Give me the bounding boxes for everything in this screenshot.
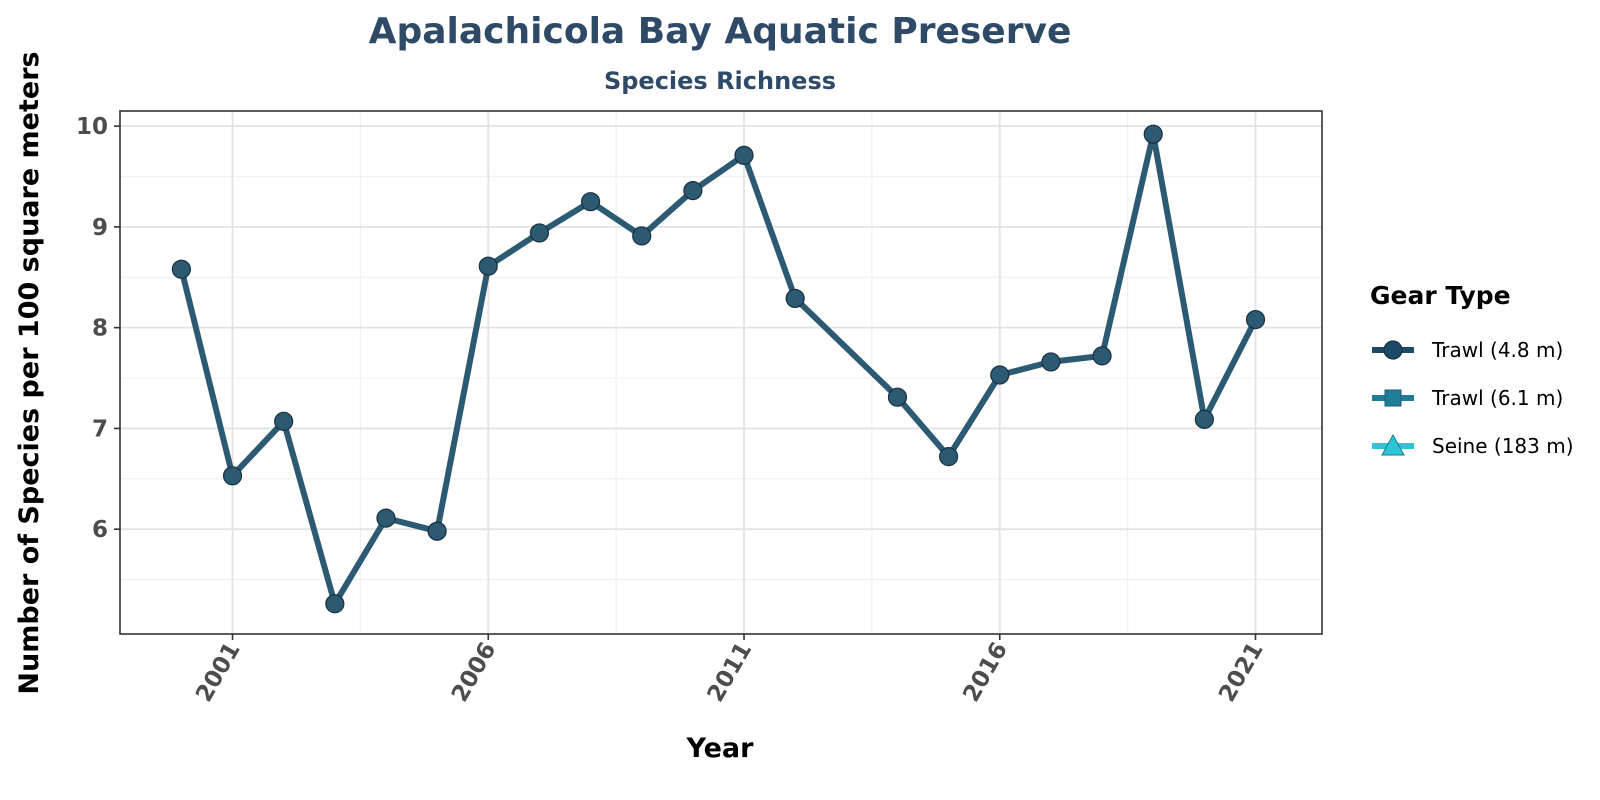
x-tick-label: 2006 [447,638,502,706]
data-point [1194,409,1214,429]
data-point [1143,124,1163,144]
data-point [529,223,550,243]
data-point [1092,346,1112,366]
data-point [274,411,294,431]
data-point [478,256,498,276]
data-point [632,226,652,246]
panel-border [119,110,1323,635]
data-point [222,466,243,486]
data-point [939,447,959,467]
y-tick-label: 6 [92,517,108,543]
data-point [427,521,447,541]
plot-area: 6 7 8 9 10 2001 2006 2011 2016 2021 [76,110,1323,706]
legend-label: Trawl (4.8 m) [1431,338,1563,362]
data-point [990,365,1010,385]
legend-key-triangle-marker [1381,433,1405,456]
y-axis-title: Number of Species per 100 square meters [14,51,45,694]
data-point [734,145,754,165]
data-point [325,594,345,614]
data-point [683,181,703,201]
x-tick-label: 2021 [1214,638,1269,706]
y-tick-label: 8 [92,316,108,342]
y-tick-label: 10 [76,114,108,140]
data-point [376,508,396,528]
data-point [785,288,805,309]
legend-label: Seine (183 m) [1432,434,1574,458]
legend-label: Trawl (6.1 m) [1431,386,1563,410]
chart-title: Apalachicola Bay Aquatic Preserve [369,11,1072,52]
y-tick-label: 7 [92,416,108,442]
legend-title: Gear Type [1370,281,1511,310]
data-point [1041,352,1061,372]
legend-key-circle-marker [1383,340,1403,360]
y-tick-label: 9 [92,215,108,241]
data-point [1245,309,1266,330]
data-point [580,192,601,212]
data-point [887,387,908,407]
x-axis-title: Year [686,733,755,764]
x-tick-label: 2016 [958,638,1013,706]
x-tick-label: 2001 [191,638,246,706]
legend: Gear Type Trawl (4.8 m) Trawl (6.1 m) Sein… [1370,281,1574,458]
chart-subtitle: Species Richness [604,67,836,95]
x-tick-label: 2011 [703,638,758,706]
legend-key-square-marker [1384,389,1402,407]
data-point [171,259,191,279]
